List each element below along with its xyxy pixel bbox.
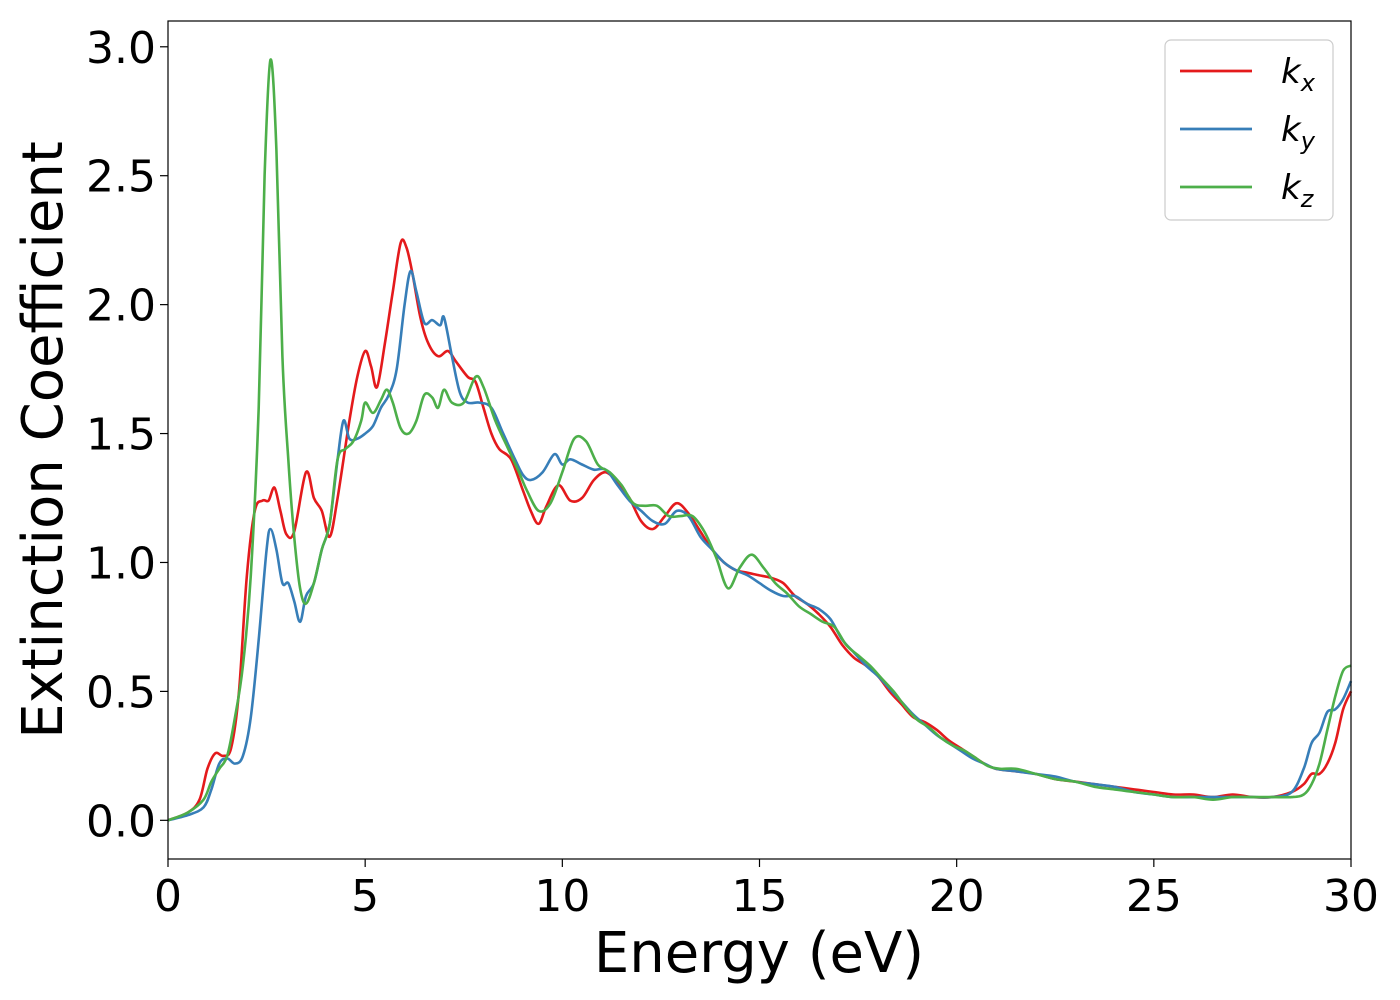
y-tick-label: 0.0 <box>86 796 156 847</box>
y-tick-label: 0.5 <box>86 667 156 718</box>
legend-label-x: kx <box>1281 52 1316 97</box>
x-tick-label: 0 <box>154 871 182 922</box>
y-tick-label: 3.0 <box>86 23 156 74</box>
y-axis-label: Extinction Coefficient <box>11 141 76 739</box>
x-tick-label: 25 <box>1126 871 1182 922</box>
y-tick-label: 1.0 <box>86 538 156 589</box>
series-layer <box>167 58 1353 822</box>
x-tick-label: 30 <box>1323 871 1379 922</box>
x-tick-label: 15 <box>732 871 788 922</box>
x-tick-label: 20 <box>929 871 985 922</box>
y-axis: 0.0 0.5 1.0 1.5 2.0 2.5 3.0 <box>86 23 168 847</box>
legend-label-y: ky <box>1281 110 1316 155</box>
x-axis: 0 5 10 15 20 25 30 <box>154 859 1379 922</box>
x-tick-label: 10 <box>534 871 590 922</box>
y-tick-label: 2.5 <box>86 152 156 203</box>
y-tick-label: 1.5 <box>86 410 156 461</box>
x-tick-label: 5 <box>351 871 379 922</box>
series-line-y <box>167 269 1353 822</box>
y-tick-label: 2.0 <box>86 281 156 332</box>
legend-label-z: kz <box>1281 168 1315 213</box>
series-line-z <box>167 58 1352 822</box>
series-line-x <box>167 238 1353 822</box>
legend: kx ky kz <box>1164 39 1334 221</box>
x-axis-label: Energy (eV) <box>594 921 924 986</box>
